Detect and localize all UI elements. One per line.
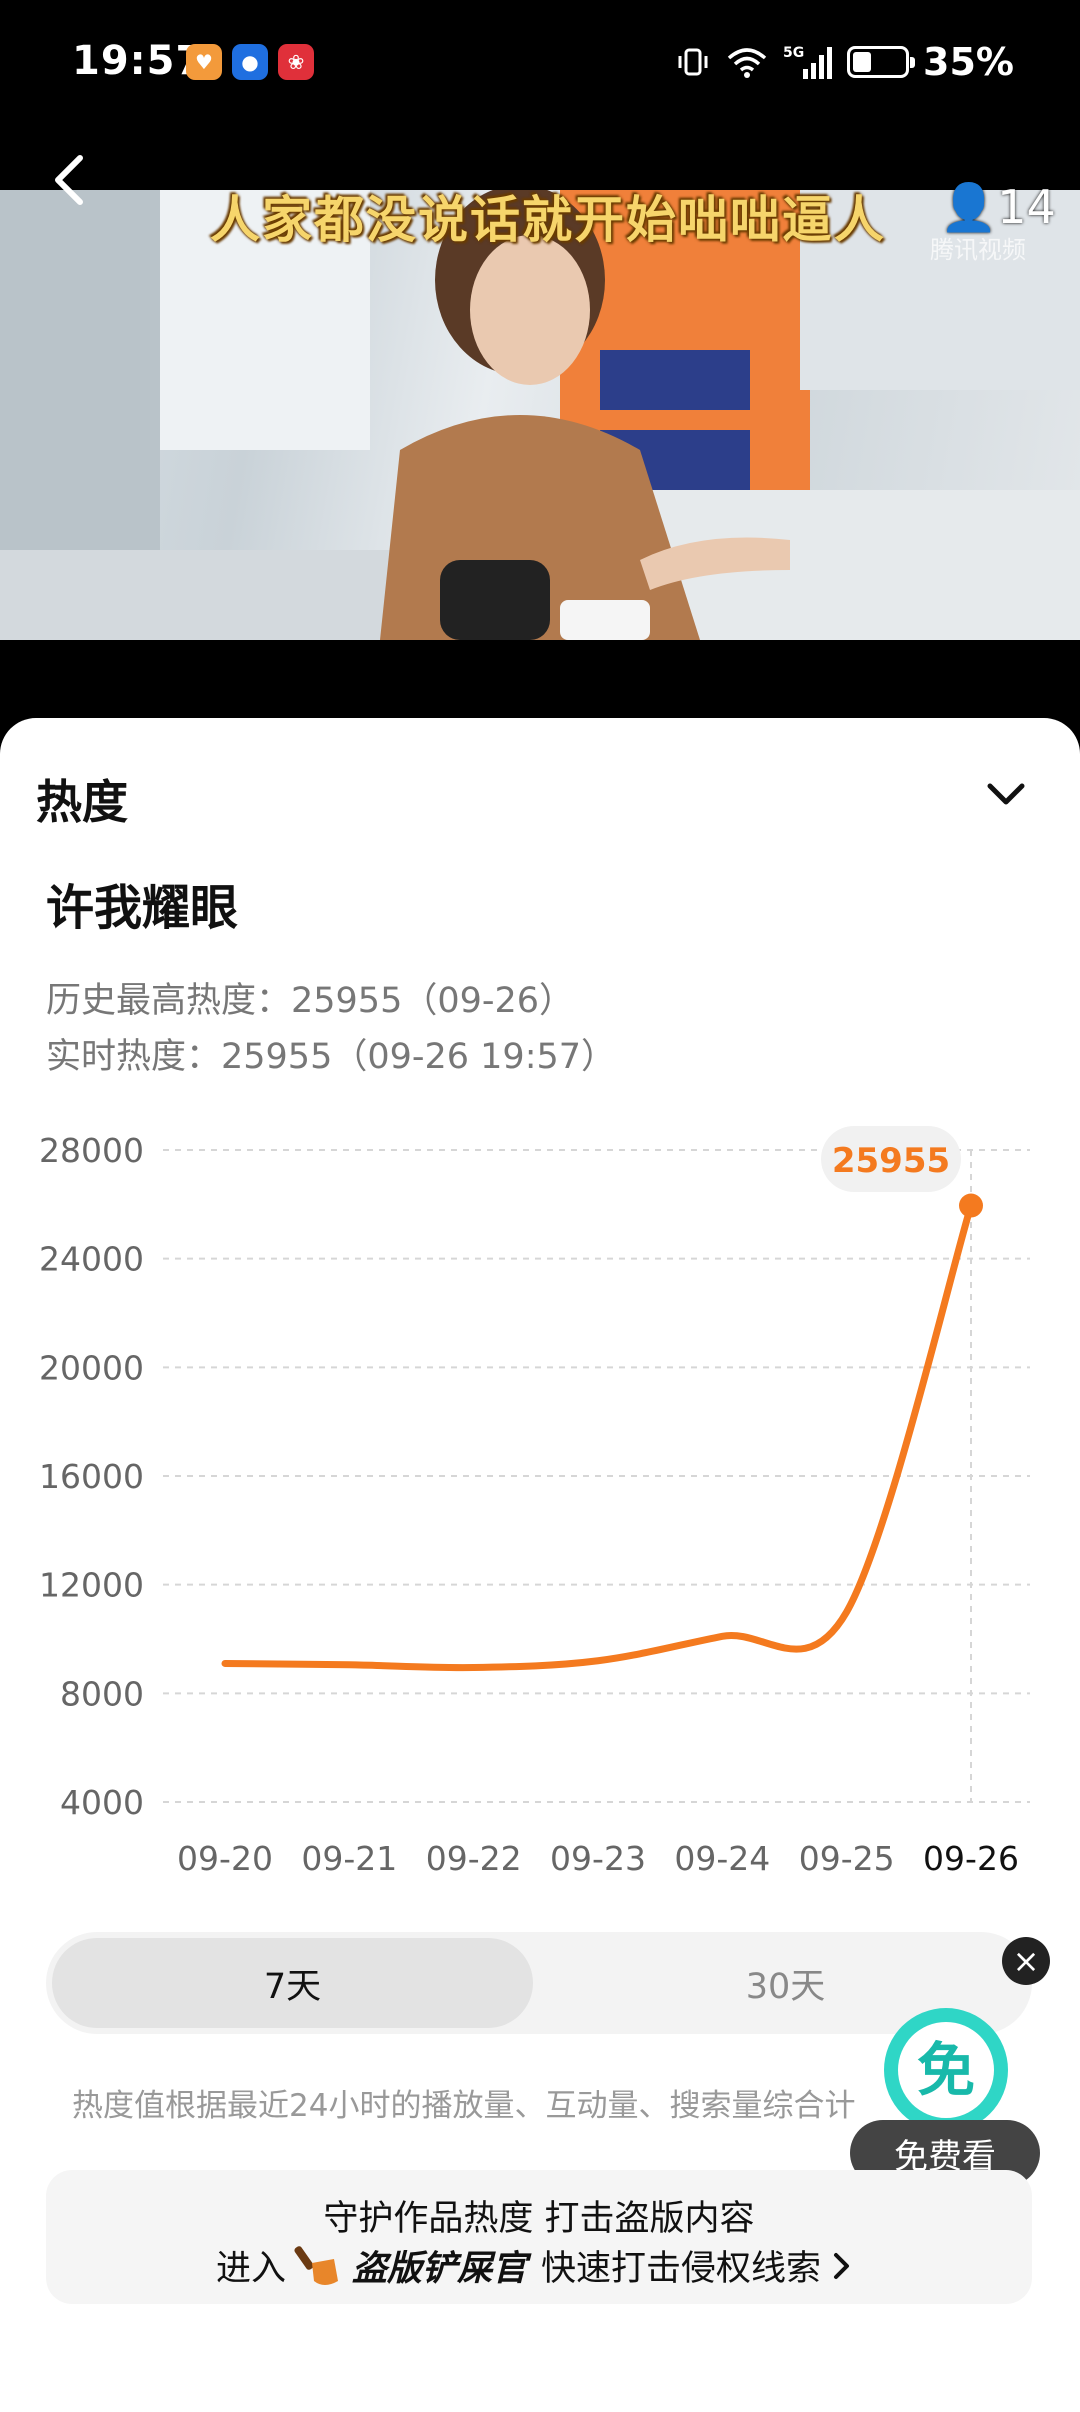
range-30d-button[interactable]: 30天 <box>745 1966 826 2007</box>
network-label: 5G <box>783 45 804 61</box>
wifi-icon <box>727 48 767 78</box>
x-tick-label: 09-24 <box>674 1839 770 1878</box>
heat-chart-svg: 28000 24000 20000 16000 12000 8000 4000 09-20 09… <box>39 1126 1030 1878</box>
realtime-heat: 实时热度：25955（09-26 19:57） <box>46 1037 617 1077</box>
y-tick-label: 12000 <box>39 1566 144 1605</box>
y-tick-label: 20000 <box>39 1348 144 1387</box>
protect-brand: 盗版铲屎官 <box>352 2249 528 2289</box>
x-tick-label: 09-25 <box>799 1839 895 1878</box>
red-app-icon: ❀ <box>278 44 314 80</box>
y-tick-label: 4000 <box>60 1783 144 1822</box>
viewer-count-value: 14 <box>997 180 1056 234</box>
range-7d-button[interactable]: 7天 <box>52 1938 533 2028</box>
heat-chart: 28000 24000 20000 16000 12000 8000 4000 09-20 09… <box>0 1110 1080 1890</box>
y-tick-label: 16000 <box>39 1457 144 1496</box>
protect-action: 快速打击侵权线索 <box>541 2249 822 2289</box>
x-tick-label: 09-20 <box>177 1839 273 1878</box>
shovel-icon <box>294 2245 339 2285</box>
video-player[interactable]: 人家都没说话就开始咄咄逼人 👤14 腾讯视频 <box>0 130 1080 720</box>
highlight-point <box>959 1193 983 1218</box>
y-tick-label: 28000 <box>39 1131 144 1170</box>
x-tick-label: 09-23 <box>550 1839 646 1878</box>
sheet-title: 热度 <box>36 775 128 829</box>
heart-app-icon: ♥ <box>186 44 222 80</box>
anti-piracy-card[interactable]: 守护作品热度 打击盗版内容 进入 盗版铲屎官 快速打击侵权线索 <box>46 2170 1032 2304</box>
x-tick-label: 09-26 <box>923 1839 1019 1878</box>
battery-icon <box>847 46 916 78</box>
protect-link[interactable]: 进入 盗版铲屎官 快速打击侵权线索 <box>216 2240 853 2291</box>
history-high: 历史最高热度：25955（09-26） <box>46 981 575 1021</box>
status-bar: 19:57 ♥ ● ❀ 5G 35% <box>0 0 1080 130</box>
battery-level <box>853 52 871 72</box>
vibrate-icon <box>678 48 708 76</box>
chevron-down-icon[interactable] <box>984 774 1028 814</box>
highlight-value: 25955 <box>832 1141 950 1181</box>
highlight-tooltip <box>821 1126 961 1192</box>
x-tick-label: 09-21 <box>301 1839 397 1878</box>
watermark: 腾讯视频 <box>930 236 1026 264</box>
notification-icons: ♥ ● ❀ <box>186 44 314 80</box>
battery-percent: 35% <box>923 40 1014 84</box>
viewer-icon: 👤 <box>940 180 998 234</box>
free-badge-label: 免 <box>917 2036 975 2104</box>
disclaimer-text: 热度值根据最近24小时的播放量、互动量、搜索量综合计 <box>72 2088 856 2124</box>
back-arrow-icon[interactable] <box>46 150 90 210</box>
status-time: 19:57 <box>72 38 205 84</box>
video-subtitle: 人家都没说话就开始咄咄逼人 <box>210 191 886 249</box>
circle-app-icon: ● <box>232 44 268 80</box>
show-title: 许我耀眼 <box>46 880 239 936</box>
protect-enter: 进入 <box>216 2249 287 2289</box>
protect-headline: 守护作品热度 打击盗版内容 <box>323 2199 755 2239</box>
video-scene <box>0 190 1080 640</box>
series-line <box>221 1202 975 1672</box>
chevron-right-icon <box>834 2252 850 2279</box>
signal-icon: 5G <box>783 45 833 79</box>
close-icon[interactable]: × <box>1002 1937 1050 1985</box>
range-toggle: 7天 30天 <box>46 1932 1032 2034</box>
y-tick-label: 8000 <box>60 1674 144 1713</box>
status-right: 5G 35% <box>675 40 1014 84</box>
free-badge-icon[interactable]: 免 <box>876 2000 1016 2140</box>
y-tick-label: 24000 <box>39 1240 144 1279</box>
video-frame[interactable] <box>0 190 1080 640</box>
viewer-count: 👤14 <box>940 180 1056 235</box>
x-tick-label: 09-22 <box>426 1839 522 1878</box>
